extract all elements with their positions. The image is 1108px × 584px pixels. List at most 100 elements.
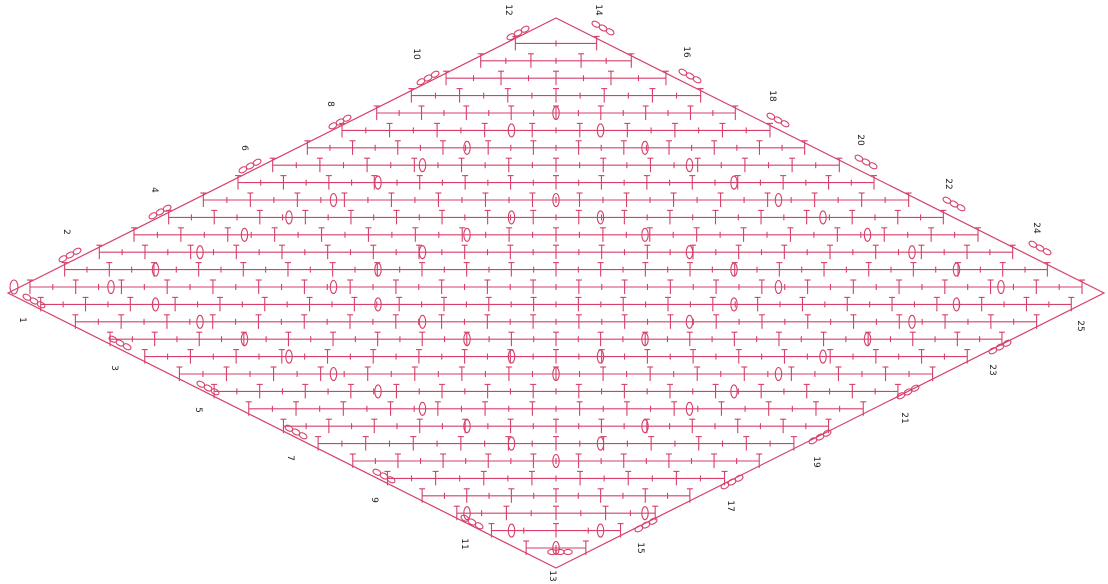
chain-oval: [648, 517, 658, 525]
edge-chain: [22, 293, 46, 309]
chain-loop: [552, 105, 560, 121]
chain-loop: [685, 158, 694, 173]
chain-loop: [463, 140, 471, 155]
chain-loop: [641, 506, 649, 521]
chain-oval: [122, 343, 132, 351]
chain-loop: [552, 453, 560, 469]
chain-loop: [196, 314, 204, 329]
chain-oval: [386, 476, 396, 484]
chain-oval: [734, 474, 744, 482]
edge-chain: [720, 474, 744, 490]
row-label: 20: [855, 134, 865, 146]
edge-chain: [108, 335, 132, 351]
edge-chain: [506, 25, 530, 41]
chain-loop: [552, 366, 560, 382]
chain-loop: [774, 279, 783, 295]
chain-loop: [151, 262, 160, 277]
row-label: 7: [285, 455, 295, 461]
chain-loop: [240, 227, 249, 242]
stitch-grid: [26, 35, 1086, 555]
row-label: 1: [17, 317, 27, 323]
edge-chain: [58, 247, 82, 263]
edge-chain: [942, 196, 966, 212]
chain-loop: [329, 366, 338, 382]
chain-oval: [252, 158, 262, 166]
edge-chain: [372, 468, 396, 484]
chain-oval: [956, 204, 966, 212]
chain-oval: [72, 247, 82, 255]
chain-loop: [819, 349, 827, 364]
chain-loop: [685, 314, 694, 329]
row-label: 24: [1031, 222, 1041, 234]
row-label: 22: [943, 178, 953, 189]
edge-chain: [416, 70, 440, 86]
row-label: 10: [411, 48, 421, 60]
chain-loop: [463, 506, 471, 521]
start-chain: [9, 279, 19, 295]
chain-loop: [418, 245, 427, 260]
chain-oval: [1002, 339, 1012, 347]
row-label: 4: [149, 187, 159, 193]
chain-loop: [596, 436, 605, 451]
chain-loop: [552, 540, 560, 556]
chain-loop: [819, 210, 827, 225]
chain-loop: [374, 262, 382, 277]
chain-oval: [298, 432, 308, 440]
edge-chain: [284, 424, 308, 440]
chain-oval: [822, 429, 832, 437]
row-label: 16: [681, 46, 691, 58]
row-label: 14: [593, 4, 603, 16]
chain-oval: [36, 301, 46, 309]
chain-loop: [329, 192, 338, 208]
chain-loop: [641, 140, 649, 155]
row-number-labels: 1234567891011121314151617181920212223242…: [17, 4, 1085, 581]
row-label: 12: [503, 4, 513, 15]
chain-loop: [908, 245, 916, 260]
chain-loop: [774, 192, 783, 208]
chain-loop: [418, 158, 427, 173]
chain-loop: [641, 332, 649, 347]
row-label: 23: [987, 364, 997, 375]
edge-chain: [547, 548, 573, 556]
chain-loop: [374, 297, 382, 312]
chain-loop: [774, 366, 783, 382]
chain-oval: [474, 522, 484, 530]
row-label: 18: [767, 90, 777, 102]
chain-oval: [210, 388, 220, 396]
diamond-outline: [6, 17, 1106, 569]
edge-chain: [634, 517, 658, 533]
row-label: 9: [369, 497, 379, 503]
chain-loop: [685, 245, 694, 260]
diamond-edge: [6, 17, 1106, 569]
chain-oval: [342, 114, 352, 122]
chain-oval: [430, 70, 440, 78]
chain-loop: [507, 123, 516, 138]
edge-chain: [896, 384, 920, 400]
edge-chain: [460, 514, 484, 530]
edge-chain: [148, 204, 172, 220]
chain-loops: [9, 20, 1052, 556]
chain-loop: [151, 297, 160, 312]
chain-loop: [997, 279, 1005, 295]
chain-loop: [418, 401, 427, 416]
chain-loop: [507, 523, 516, 538]
chain-loop: [107, 279, 115, 295]
chain-oval: [868, 162, 878, 170]
chain-loop: [596, 523, 605, 538]
chain-loop: [463, 419, 471, 434]
edge-chain: [988, 339, 1012, 355]
chain-loop: [552, 192, 560, 208]
row-label: 17: [725, 500, 735, 511]
chain-loop: [730, 262, 738, 277]
chain-loop: [730, 175, 738, 190]
edge-chain: [591, 20, 615, 36]
chain-loop: [908, 314, 916, 329]
edge-chain: [238, 158, 262, 174]
chain-loop: [240, 332, 249, 347]
chain-loop: [863, 227, 872, 242]
chain-loop: [418, 314, 427, 329]
chain-loop: [952, 262, 961, 277]
row-label: 21: [899, 412, 909, 423]
chain-loop: [685, 401, 694, 416]
